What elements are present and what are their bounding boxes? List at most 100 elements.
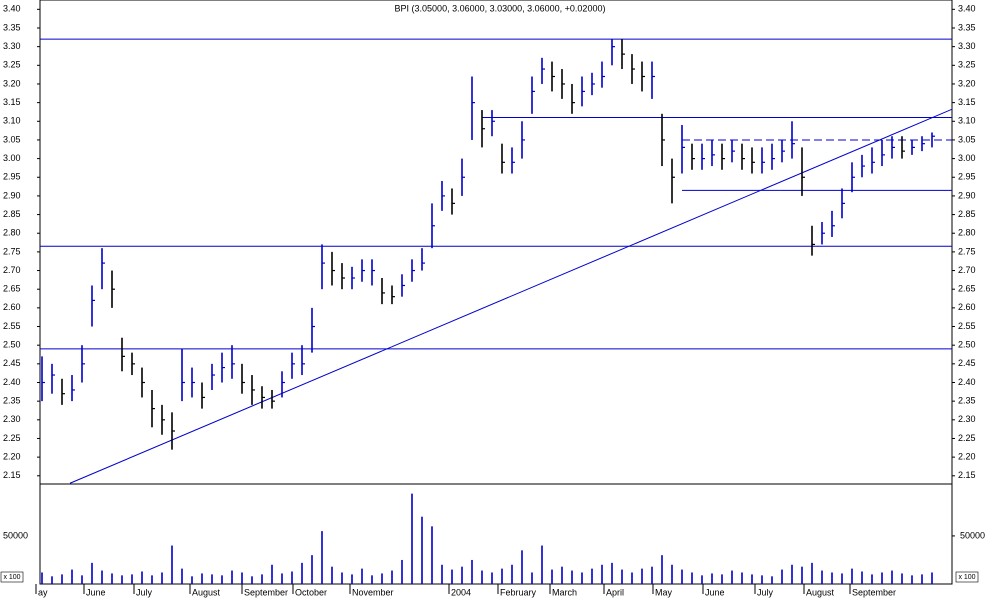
volume-bar xyxy=(251,576,253,584)
y-tick-label: 3.40 xyxy=(958,4,976,14)
y-tick-label: 2.35 xyxy=(958,396,976,406)
chart-title: BPI (3.05000, 3.06000, 3.03000, 3.06000,… xyxy=(395,3,606,13)
y-tick-label: 2.95 xyxy=(958,172,976,182)
volume-tick-label: 50000 xyxy=(960,530,985,540)
volume-bar xyxy=(231,570,233,584)
volume-bar xyxy=(461,566,463,584)
volume-bar xyxy=(411,493,413,584)
volume-bar xyxy=(771,576,773,584)
y-tick-label: 2.55 xyxy=(958,321,976,331)
volume-bar xyxy=(551,569,553,584)
y-tick-label: 2.70 xyxy=(3,265,21,275)
volume-bar xyxy=(501,568,503,584)
volume-bar xyxy=(541,545,543,584)
volume-bar xyxy=(831,572,833,584)
volume-bar xyxy=(71,569,73,584)
x-tick-label: March xyxy=(552,587,577,597)
volume-bar xyxy=(151,575,153,584)
y-tick-label: 3.30 xyxy=(3,41,21,51)
y-tick-label: 2.55 xyxy=(3,321,21,331)
volume-bar xyxy=(51,576,53,584)
volume-bar xyxy=(431,526,433,584)
volume-bar xyxy=(171,545,173,584)
y-tick-label: 2.35 xyxy=(3,396,21,406)
volume-bar xyxy=(791,564,793,584)
y-tick-label: 3.40 xyxy=(3,4,21,14)
volume-bar xyxy=(81,575,83,584)
volume-bar xyxy=(281,573,283,584)
y-tick-label: 3.00 xyxy=(958,153,976,163)
y-tick-label: 2.25 xyxy=(958,433,976,443)
volume-bar xyxy=(191,576,193,584)
y-tick-label: 2.70 xyxy=(958,265,976,275)
y-tick-label: 3.05 xyxy=(3,134,21,144)
volume-bar xyxy=(521,550,523,584)
volume-bar xyxy=(321,531,323,584)
volume-bar xyxy=(571,570,573,584)
y-tick-label: 2.75 xyxy=(958,246,976,256)
volume-bar xyxy=(91,562,93,584)
volume-bar xyxy=(901,573,903,584)
volume-bar xyxy=(481,570,483,584)
volume-bar xyxy=(931,572,933,584)
y-tick-label: 3.05 xyxy=(958,134,976,144)
volume-bar xyxy=(421,516,423,584)
volume-bar xyxy=(451,569,453,584)
volume-bar xyxy=(651,566,653,584)
volume-bar xyxy=(591,568,593,584)
volume-bar xyxy=(111,573,113,584)
volume-bar xyxy=(701,575,703,584)
y-tick-label: 2.45 xyxy=(958,358,976,368)
y-tick-label: 3.25 xyxy=(958,60,976,70)
y-tick-label: 2.75 xyxy=(3,246,21,256)
volume-bar xyxy=(741,572,743,584)
y-tick-label: 2.20 xyxy=(3,452,21,462)
y-tick-label: 3.00 xyxy=(3,153,21,163)
unit-box xyxy=(955,571,979,583)
y-tick-label: 2.65 xyxy=(3,284,21,294)
y-tick-label: 3.25 xyxy=(3,60,21,70)
x-tick-label: November xyxy=(352,587,394,597)
volume-bar xyxy=(41,572,43,584)
volume-bar xyxy=(531,572,533,584)
volume-bar xyxy=(681,569,683,584)
volume-bar xyxy=(631,572,633,584)
volume-bar xyxy=(581,572,583,584)
volume-bar xyxy=(691,572,693,584)
y-tick-label: 2.20 xyxy=(958,452,976,462)
volume-bar xyxy=(871,574,873,584)
volume-bar xyxy=(731,570,733,584)
volume-bar xyxy=(921,574,923,584)
y-tick-label: 3.10 xyxy=(3,116,21,126)
x-tick-label: April xyxy=(606,587,624,597)
y-tick-label: 2.80 xyxy=(3,228,21,238)
x-tick-label: May xyxy=(655,587,673,597)
y-tick-label: 3.10 xyxy=(958,116,976,126)
volume-bar xyxy=(61,574,63,584)
y-tick-label: 2.95 xyxy=(3,172,21,182)
volume-bar xyxy=(141,571,143,584)
volume-bar xyxy=(401,559,403,584)
volume-unit: x 100 xyxy=(3,574,20,581)
x-tick-label: August xyxy=(192,587,221,597)
volume-bar xyxy=(511,564,513,584)
volume-bar xyxy=(351,574,353,584)
volume-bar xyxy=(811,562,813,584)
y-tick-label: 3.15 xyxy=(958,97,976,107)
x-tick-label: October xyxy=(295,587,327,597)
y-tick-label: 2.90 xyxy=(958,190,976,200)
volume-bar xyxy=(841,573,843,584)
volume-bar xyxy=(341,572,343,584)
x-tick-label: ay xyxy=(38,587,48,597)
y-tick-label: 2.45 xyxy=(3,358,21,368)
volume-bar xyxy=(861,571,863,584)
y-tick-label: 3.35 xyxy=(3,22,21,32)
volume-unit: x 100 xyxy=(958,574,975,581)
y-tick-label: 2.30 xyxy=(958,414,976,424)
y-tick-label: 3.20 xyxy=(958,78,976,88)
volume-bar xyxy=(391,570,393,584)
volume-bar xyxy=(491,572,493,584)
volume-tick-label: 50000 xyxy=(3,530,28,540)
x-tick-label: February xyxy=(500,587,537,597)
volume-bar xyxy=(301,562,303,584)
